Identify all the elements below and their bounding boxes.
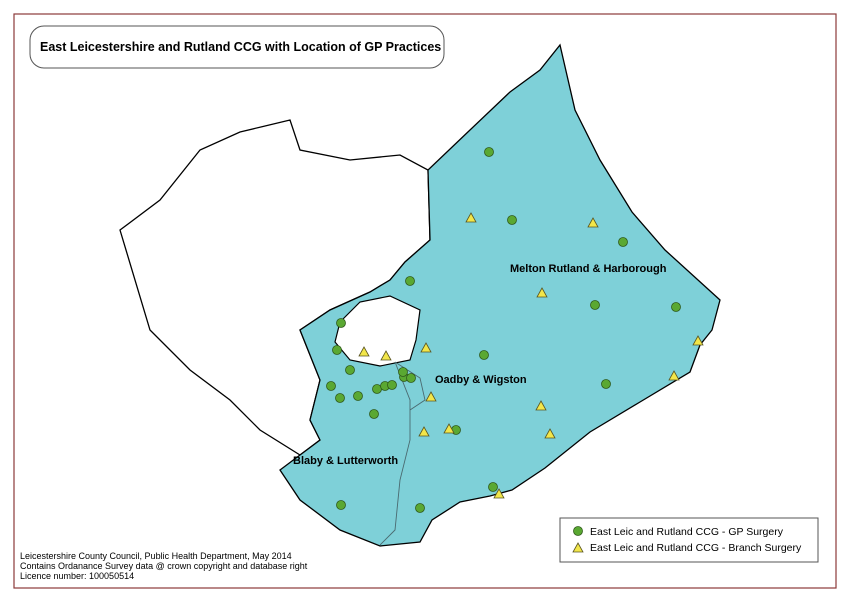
district-boundary: [379, 361, 426, 546]
branch-surgeries: [358, 212, 704, 499]
legend-symbol: [573, 526, 583, 536]
legend-symbol: [572, 542, 584, 553]
title: East Leicestershire and Rutland CCG with…: [40, 40, 441, 54]
legend-label: East Leic and Rutland CCG - Branch Surge…: [590, 542, 802, 554]
city-area: [334, 295, 421, 367]
title-box: [29, 25, 445, 69]
credit-line: Leicestershire County Council, Public He…: [20, 551, 292, 561]
gp-surgeries: [326, 147, 681, 513]
legend-box: [559, 517, 819, 563]
region-label: Melton Rutland & Harborough: [510, 263, 667, 275]
credit-line: Licence number: 100050514: [20, 571, 134, 581]
credit-line: Contains Ordanance Survey data @ crown c…: [20, 561, 308, 571]
region-label: Oadby & Wigston: [435, 374, 527, 386]
legend-label: East Leic and Rutland CCG - GP Surgery: [590, 526, 784, 538]
ccg-area: [279, 43, 721, 547]
region-label: Blaby & Lutterworth: [293, 455, 398, 467]
